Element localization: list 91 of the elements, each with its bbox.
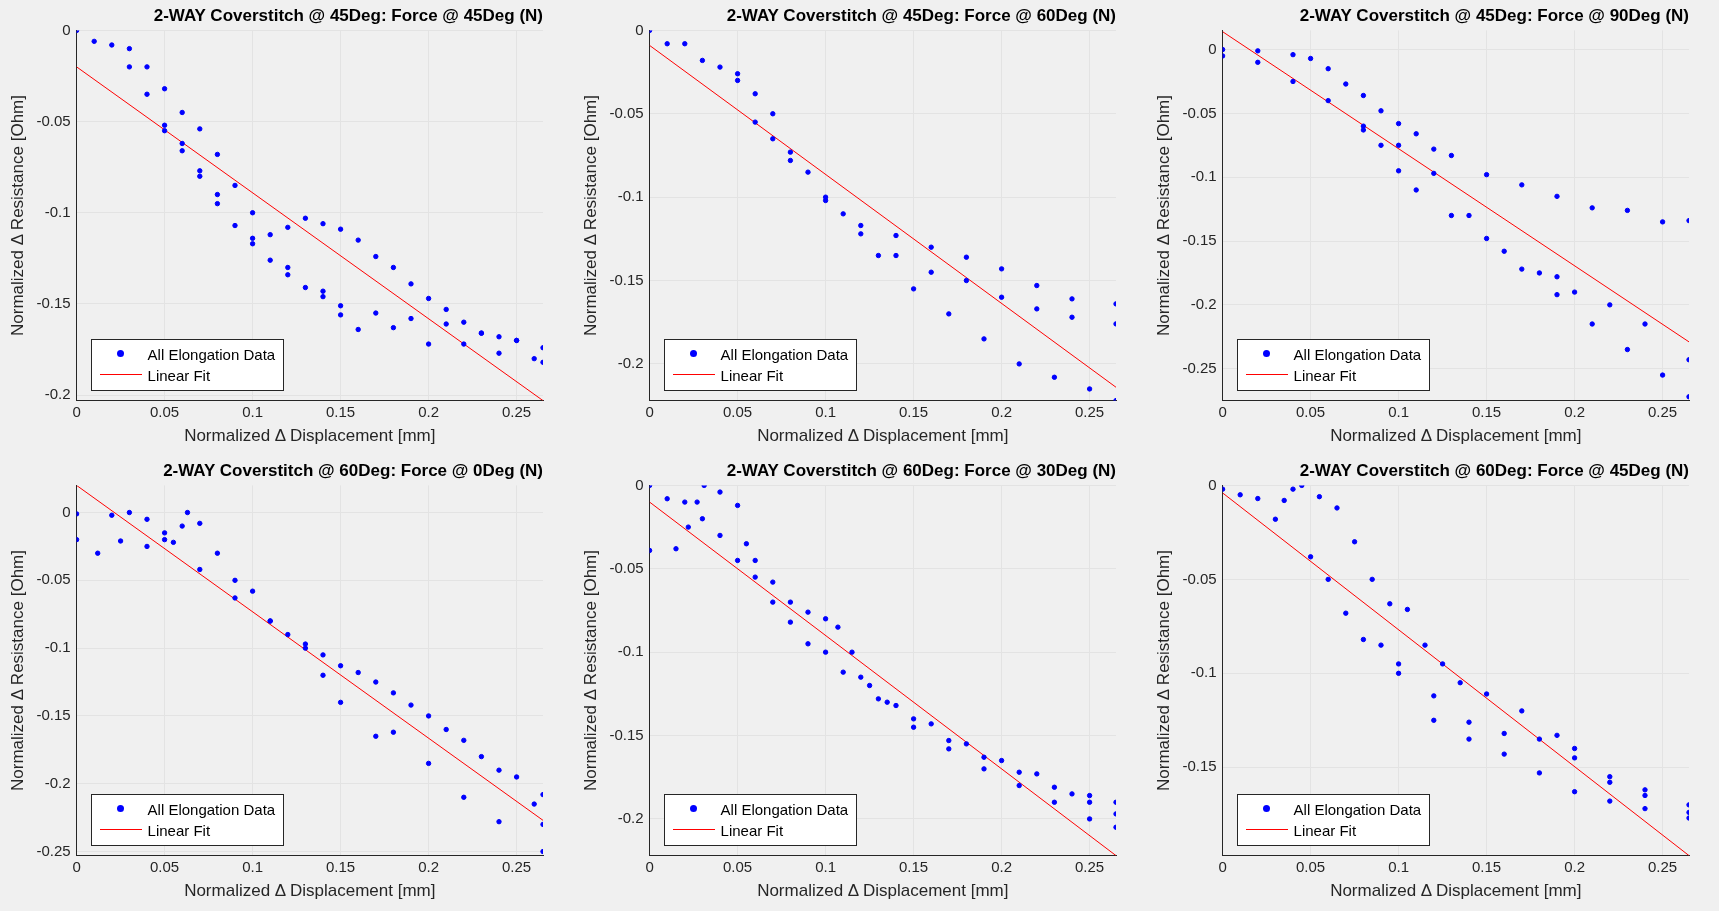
x-tick-label: 0.2: [418, 857, 440, 875]
y-axis-title: Normalized Δ Resistance [Ohm]: [7, 95, 27, 336]
y-tick-label: 0: [635, 20, 644, 38]
x-tick-label: 0.25: [502, 857, 532, 875]
x-tick-label: 0.1: [1388, 857, 1410, 875]
y-tick-label: 0: [62, 502, 71, 520]
x-tick-label: 0.25: [1075, 857, 1105, 875]
x-axis-title: Normalized Δ Displacement [mm]: [757, 881, 1009, 901]
x-tick-label: 0.15: [325, 857, 356, 875]
y-tick-label: -0.2: [1190, 295, 1217, 312]
y-tick-label: -0.1: [1190, 167, 1217, 185]
x-tick-label: 0.1: [1388, 402, 1410, 420]
legend-label: Linear Fit: [720, 821, 784, 839]
y-tick-label: -0.1: [44, 202, 71, 220]
x-tick-label: 0.15: [898, 402, 929, 420]
x-tick-label: 0.15: [1471, 857, 1502, 875]
y-tick-label: -0.1: [44, 638, 71, 656]
y-tick-label: -0.2: [44, 773, 71, 791]
y-tick-label: -0.2: [617, 354, 644, 372]
x-tick-label: 0.1: [815, 402, 837, 420]
y-tick-label: -0.1: [1190, 663, 1217, 681]
x-tick-label: 0.15: [1471, 402, 1502, 420]
y-axis-title: Normalized Δ Resistance [Ohm]: [7, 550, 27, 791]
chart-title: 2-WAY Coverstitch @ 60Deg: Force @ 45Deg (N): [1299, 460, 1689, 480]
x-tick-label: 0.2: [991, 402, 1013, 420]
y-tick-label: -0.05: [36, 111, 71, 129]
x-tick-label: 0.1: [815, 857, 837, 875]
x-axis-title: Normalized Δ Displacement [mm]: [184, 881, 436, 901]
y-tick-label: -0.15: [1182, 231, 1217, 249]
x-tick-label: 0.05: [1295, 402, 1326, 420]
y-tick-label: -0.15: [36, 294, 71, 312]
legend-label: All Elongation Data: [147, 345, 276, 363]
x-tick-label: 0.15: [325, 402, 356, 420]
y-tick-label: -0.15: [1182, 757, 1217, 775]
x-tick-label: 0.25: [1075, 402, 1105, 420]
legend-label: All Elongation Data: [720, 800, 849, 818]
legend-label: All Elongation Data: [720, 345, 849, 363]
chart-title: 2-WAY Coverstitch @ 60Deg: Force @ 0Deg (N): [163, 460, 543, 480]
y-tick-label: -0.05: [609, 558, 644, 576]
x-tick-label: 0.2: [418, 402, 440, 420]
x-tick-label: 0.25: [1648, 857, 1678, 875]
x-tick-label: 0.05: [1295, 857, 1326, 875]
x-tick-label: 0.2: [1564, 402, 1586, 420]
y-tick-label: -0.05: [609, 103, 644, 121]
y-tick-label: 0: [1208, 39, 1217, 57]
y-tick-label: -0.1: [617, 642, 644, 660]
y-tick-label: 0: [635, 475, 644, 493]
y-tick-label: -0.15: [609, 270, 644, 288]
x-tick-label: 0.25: [1648, 402, 1678, 420]
chart-title: 2-WAY Coverstitch @ 60Deg: Force @ 30Deg (N): [726, 460, 1116, 480]
legend-label: All Elongation Data: [147, 800, 276, 818]
x-tick-label: 0.1: [242, 857, 264, 875]
x-axis-title: Normalized Δ Displacement [mm]: [184, 426, 436, 446]
y-tick-label: -0.15: [36, 706, 71, 724]
x-axis-title: Normalized Δ Displacement [mm]: [1330, 881, 1582, 901]
legend-label: All Elongation Data: [1293, 800, 1422, 818]
x-tick-label: 0.25: [502, 402, 532, 420]
legend-label: Linear Fit: [147, 821, 211, 839]
x-tick-label: 0.15: [898, 857, 929, 875]
legend-label: Linear Fit: [1293, 821, 1357, 839]
x-tick-label: 0.05: [149, 857, 180, 875]
y-tick-label: -0.1: [617, 187, 644, 205]
y-tick-label: 0: [62, 20, 71, 38]
y-axis-title: Normalized Δ Resistance [Ohm]: [1153, 550, 1173, 791]
y-axis-title: Normalized Δ Resistance [Ohm]: [580, 95, 600, 336]
y-tick-label: -0.25: [1182, 358, 1217, 376]
y-axis-title: Normalized Δ Resistance [Ohm]: [580, 550, 600, 791]
legend-label: All Elongation Data: [1293, 345, 1422, 363]
y-tick-label: 0: [1208, 475, 1217, 493]
x-tick-label: 0.05: [722, 857, 753, 875]
legend-label: Linear Fit: [720, 366, 784, 384]
x-tick-label: 0.05: [722, 402, 753, 420]
x-tick-label: 0.2: [1564, 857, 1586, 875]
x-tick-label: 0.1: [242, 402, 264, 420]
chart-title: 2-WAY Coverstitch @ 45Deg: Force @ 45Deg (N): [153, 5, 543, 25]
x-tick-label: 0.2: [991, 857, 1013, 875]
x-axis-title: Normalized Δ Displacement [mm]: [757, 426, 1009, 446]
y-tick-label: -0.05: [36, 570, 71, 588]
x-tick-label: 0.05: [149, 402, 180, 420]
y-tick-label: -0.25: [36, 841, 71, 859]
y-tick-label: -0.2: [617, 809, 644, 827]
chart-title: 2-WAY Coverstitch @ 45Deg: Force @ 60Deg (N): [726, 5, 1116, 25]
chart-title: 2-WAY Coverstitch @ 45Deg: Force @ 90Deg (N): [1299, 5, 1689, 25]
y-axis-title: Normalized Δ Resistance [Ohm]: [1153, 95, 1173, 336]
y-tick-label: -0.15: [609, 725, 644, 743]
x-axis-title: Normalized Δ Displacement [mm]: [1330, 426, 1582, 446]
y-tick-label: -0.05: [1182, 103, 1217, 121]
y-tick-label: -0.2: [44, 385, 71, 403]
legend-label: Linear Fit: [1293, 366, 1357, 384]
y-tick-label: -0.05: [1182, 569, 1217, 587]
legend-label: Linear Fit: [147, 366, 211, 384]
